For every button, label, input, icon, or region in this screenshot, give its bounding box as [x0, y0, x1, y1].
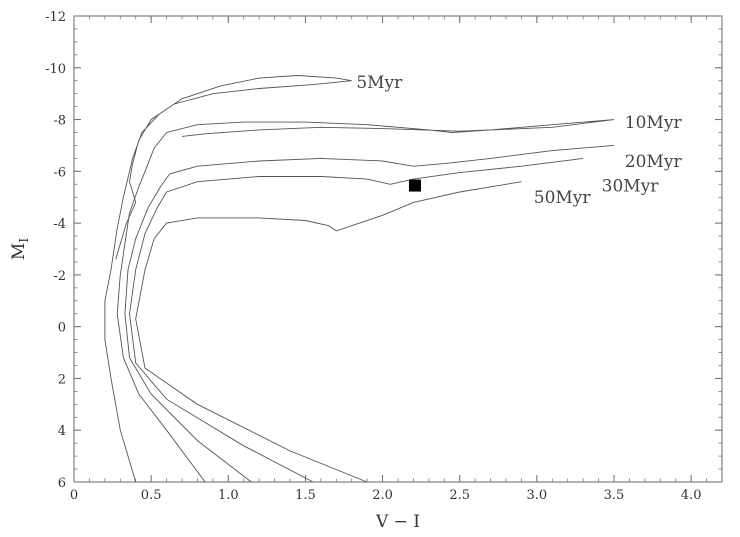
y-tick-label: -6 [53, 165, 66, 180]
x-tick-label: 1.0 [218, 488, 239, 503]
axis-ticks: 0 0.5 1.0 1.5 2.0 2.5 3.0 3.5 4.0 -12 -10 -8 -6 -4 -2 0… [45, 10, 723, 503]
isochrone-label-50myr: 50Myr [534, 188, 592, 208]
y-tick-label: 0 [58, 321, 66, 336]
x-tick-label: 0.5 [141, 488, 162, 503]
y-tick-label: -4 [53, 217, 66, 232]
isochrone-series [104, 75, 615, 483]
y-axis-label: MI [9, 238, 31, 260]
isochrone-line-10myr [116, 119, 615, 483]
x-tick-label: 3.0 [527, 488, 548, 503]
x-axis-label: V − I [375, 512, 420, 532]
y-tick-label: 2 [58, 372, 66, 387]
y-tick-label: -12 [45, 10, 66, 25]
isochrone-line-20myr [124, 144, 615, 483]
x-tick-label: 2.5 [449, 488, 470, 503]
isochrone-line-30myr [129, 157, 584, 483]
isochrone-label-10myr: 10Myr [625, 113, 683, 133]
y-tick-label: 6 [58, 476, 66, 491]
isochrone-line-50myr [135, 181, 522, 483]
marker-square [408, 179, 421, 192]
x-tick-label: 2.0 [372, 488, 393, 503]
y-axis-label-sub: I [17, 238, 31, 243]
isochrone-line-5myr [104, 75, 352, 483]
isochrone-label-30myr: 30Myr [602, 177, 660, 197]
y-tick-label: 4 [58, 424, 66, 439]
isochrone-labels: 5Myr 10Myr 20Myr 30Myr 50Myr [356, 73, 682, 208]
y-tick-label: -2 [53, 269, 66, 284]
data-markers [408, 179, 421, 192]
isochrone-label-20myr: 20Myr [625, 152, 683, 172]
y-tick-label: -8 [53, 114, 66, 129]
x-tick-label: 1.5 [295, 488, 316, 503]
x-tick-label: 3.5 [604, 488, 625, 503]
x-tick-label: 4.0 [681, 488, 702, 503]
isochrone-label-5myr: 5Myr [356, 73, 403, 93]
y-tick-label: -10 [45, 62, 66, 77]
x-tick-label: 0 [70, 488, 78, 503]
y-axis-label-main: M [9, 243, 29, 260]
